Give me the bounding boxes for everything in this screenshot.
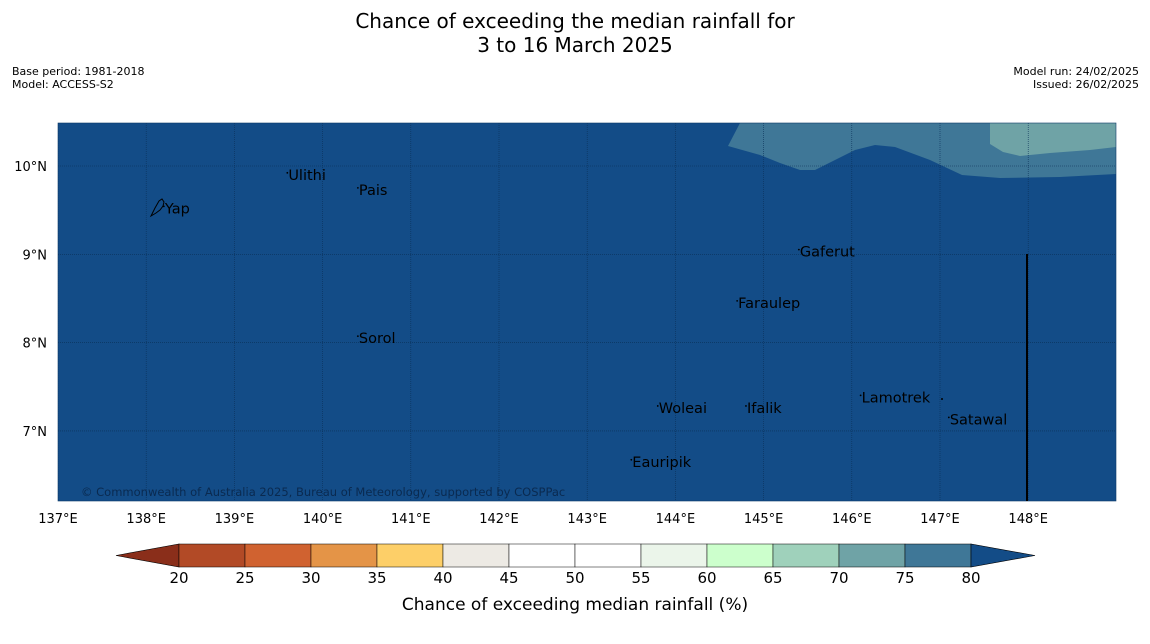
colorbar-segment <box>706 543 774 568</box>
colorbar-tick-label: 30 <box>301 569 320 587</box>
colorbar-segment <box>640 543 708 568</box>
colorbar-segment <box>574 543 642 568</box>
colorbar-tick-label: 55 <box>631 569 650 587</box>
place-label: Ifalik <box>747 401 782 417</box>
model-name: Model: ACCESS-S2 <box>12 78 114 91</box>
model-run: Model run: 24/02/2025 <box>1013 65 1139 78</box>
place-marker <box>947 416 950 419</box>
issued-date: Issued: 26/02/2025 <box>1032 78 1139 91</box>
place-label: Faraulep <box>738 296 800 312</box>
title-line-2: 3 to 16 March 2025 <box>477 33 673 57</box>
longitude-label: 145°E <box>744 512 784 527</box>
colorbar-tick-label: 35 <box>367 569 386 587</box>
place-marker <box>797 248 800 251</box>
copyright-notice: © Commonwealth of Australia 2025, Bureau… <box>81 485 565 499</box>
place-marker <box>162 205 165 208</box>
latitude-label: 8°N <box>23 337 48 352</box>
longitude-label: 137°E <box>38 512 78 527</box>
longitude-label: 138°E <box>126 512 166 527</box>
longitude-label: 147°E <box>920 512 960 527</box>
colorbar-tick-label: 20 <box>169 569 188 587</box>
map-area <box>58 123 1116 501</box>
place-marker <box>630 458 633 461</box>
colorbar-tick-label: 80 <box>961 569 980 587</box>
colorbar-tick-label: 50 <box>565 569 584 587</box>
longitude-label: 140°E <box>303 512 343 527</box>
map-frame <box>57 122 1117 502</box>
latitude-label: 9°N <box>23 248 48 263</box>
colorbar-segment <box>838 543 906 568</box>
place-marker <box>356 186 359 189</box>
place-label: Ulithi <box>288 168 326 184</box>
colorbar-segment <box>310 543 378 568</box>
place-label: Gaferut <box>800 245 855 261</box>
colorbar-tick-label: 25 <box>235 569 254 587</box>
left-metadata: Base period: 1981-2018 Model: ACCESS-S2 <box>12 65 144 91</box>
longitude-label: 139°E <box>215 512 255 527</box>
place-marker <box>736 299 739 302</box>
longitude-label: 144°E <box>656 512 696 527</box>
colorbar-low-extension <box>115 543 180 568</box>
colorbar-tick-label: 70 <box>829 569 848 587</box>
colorbar-tick-label: 75 <box>895 569 914 587</box>
probability-band-70 <box>990 123 1116 156</box>
latitude-label: 10°N <box>14 160 47 175</box>
colorbar-tick-label: 40 <box>433 569 452 587</box>
right-metadata: Model run: 24/02/2025 Issued: 26/02/2025 <box>1013 65 1139 91</box>
place-label: Pais <box>359 183 388 199</box>
place-label: Eauripik <box>632 455 691 471</box>
longitude-label: 142°E <box>479 512 519 527</box>
place-marker <box>286 171 289 174</box>
place-labels: Ulithi Pais Yap Gaferut Faraulep Sorol Lamotre… <box>162 168 1007 471</box>
place-marker <box>356 335 359 338</box>
place-label: Satawal <box>950 412 1007 428</box>
colorbar-tick-label: 60 <box>697 569 716 587</box>
longitude-label: 146°E <box>832 512 872 527</box>
longitude-labels: 137°E 138°E 139°E 140°E 141°E 142°E 143°E 144°E… <box>38 512 1048 527</box>
colorbar-segment <box>904 543 972 568</box>
map-title: Chance of exceeding the median rainfall … <box>0 9 1150 57</box>
colorbar-segment <box>376 543 444 568</box>
colorbar-segment <box>178 543 246 568</box>
place-label: Yap <box>164 201 190 217</box>
colorbar-title: Chance of exceeding median rainfall (%) <box>402 595 748 615</box>
latitude-labels: 10°N 9°N 8°N 7°N <box>14 160 47 440</box>
colorbar-segment <box>772 543 840 568</box>
colorbar-segment <box>244 543 312 568</box>
island-dot <box>941 398 943 400</box>
title-line-1: Chance of exceeding the median rainfall … <box>355 9 795 33</box>
place-label: Sorol <box>359 331 396 347</box>
base-period: Base period: 1981-2018 <box>12 65 145 78</box>
longitude-label: 143°E <box>567 512 607 527</box>
colorbar-segment <box>442 543 510 568</box>
place-marker <box>859 394 862 397</box>
place-marker <box>656 405 659 407</box>
place-label: Lamotrek <box>862 390 931 406</box>
colorbar: 20 25 30 35 40 45 50 55 60 65 70 75 80 <box>115 543 1036 587</box>
yap-island-outline <box>149 198 165 218</box>
place-label: Woleai <box>659 401 707 417</box>
colorbar-tick-label: 65 <box>763 569 782 587</box>
longitude-label: 148°E <box>1008 512 1048 527</box>
gridlines <box>58 123 1116 501</box>
colorbar-segment <box>508 543 576 568</box>
colorbar-high-extension <box>970 543 1036 568</box>
place-marker <box>745 405 747 407</box>
longitude-label: 141°E <box>391 512 431 527</box>
colorbar-tick-label: 45 <box>499 569 518 587</box>
latitude-label: 7°N <box>23 425 48 440</box>
